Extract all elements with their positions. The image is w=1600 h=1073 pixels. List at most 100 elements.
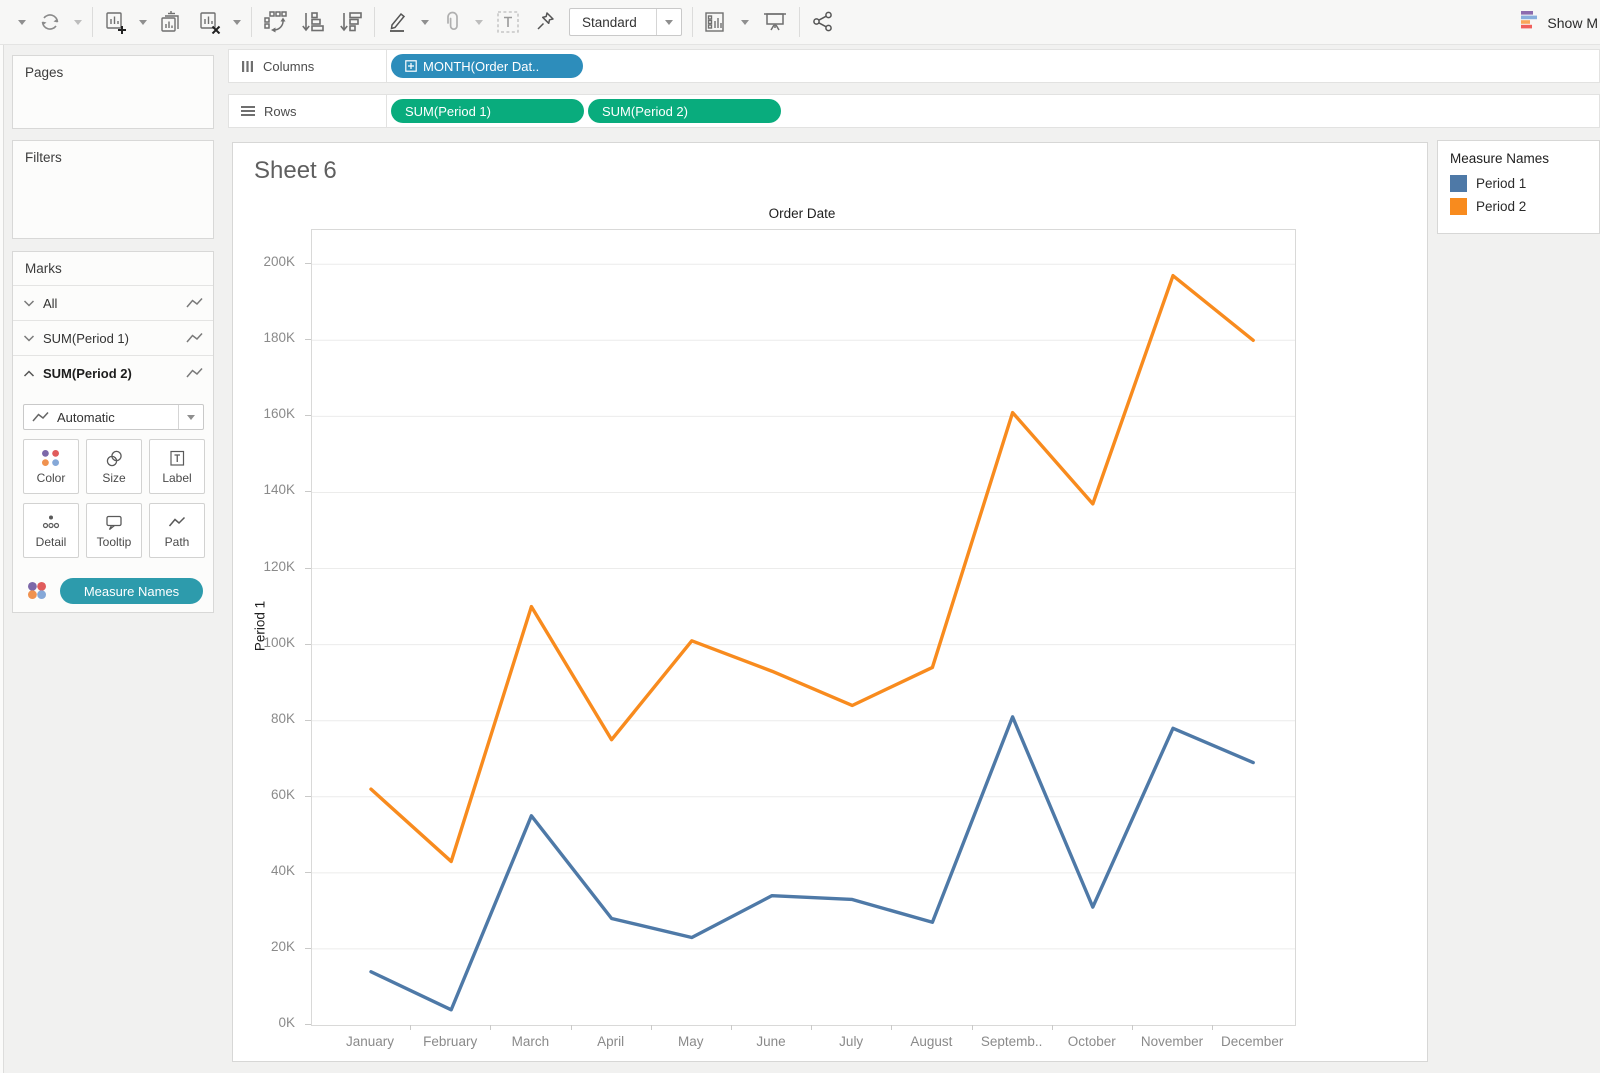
color-legend-icon [28, 582, 46, 599]
show-hide-cards-caret[interactable] [741, 19, 749, 25]
x-tick-label: November [1140, 1034, 1204, 1049]
x-tick-mark [490, 1025, 492, 1030]
marks-row-sum-period-1[interactable]: SUM(Period 1) [13, 320, 213, 355]
toolbar-separator [692, 7, 693, 37]
y-tick-label: 40K [270, 862, 295, 878]
period-2-swatch [1450, 198, 1467, 215]
redo-caret[interactable] [74, 19, 82, 25]
marks-row-sum-period-2[interactable]: SUM(Period 2) [13, 355, 213, 390]
columns-shelf-label: Columns [229, 50, 387, 82]
show-me-bar [1521, 15, 1538, 19]
y-tick-label: 20K [270, 938, 295, 954]
share-icon[interactable] [810, 9, 836, 35]
text-annotation-icon[interactable] [495, 9, 521, 35]
x-tick-mark [650, 1025, 652, 1030]
x-tick-label: March [511, 1034, 550, 1049]
chevron-down-icon[interactable] [23, 333, 35, 344]
mark-type-caret[interactable] [178, 405, 203, 429]
new-worksheet-icon[interactable] [103, 10, 127, 34]
show-hide-cards-icon[interactable] [703, 9, 729, 35]
legend-item-period-2[interactable]: Period 2 [1438, 195, 1599, 218]
rows-shelf-label: Rows [229, 95, 387, 127]
x-tick-label: December [1221, 1034, 1284, 1049]
undo-caret[interactable] [18, 19, 26, 25]
new-worksheet-caret[interactable] [139, 19, 147, 25]
attachment-caret[interactable] [475, 19, 483, 25]
x-tick-mark [1212, 1025, 1214, 1030]
highlight-icon[interactable] [385, 10, 409, 34]
show-me-label: Show M [1547, 14, 1598, 31]
clear-sheet-caret[interactable] [233, 19, 241, 25]
line-mark-icon [186, 332, 203, 343]
duplicate-sheet-icon[interactable] [159, 10, 185, 34]
redo-icon[interactable] [38, 10, 62, 34]
toolbar-separator [799, 7, 800, 37]
palette-dot [42, 449, 49, 457]
worksheet: Sheet 6 Order Date Period 1 0K 20K 40K 60K 8… [232, 142, 1428, 1062]
detail-button[interactable]: Detail [23, 503, 79, 558]
pill-sum-period-1[interactable]: SUM(Period 1) [391, 99, 584, 123]
fit-selector-value: Standard [582, 14, 637, 30]
line-mark-icon [32, 411, 49, 422]
x-tick-label: Septemb.. [980, 1034, 1043, 1049]
toolbar-separator [251, 7, 252, 37]
path-button[interactable]: Path [149, 503, 205, 558]
y-tick-label: 120K [263, 558, 295, 574]
palette-dot [42, 458, 49, 466]
mark-type-value: Automatic [57, 409, 115, 425]
sort-descending-icon[interactable] [338, 9, 364, 35]
marks-card: Marks All SUM(Period 1) SUM(Period 2) Au… [12, 251, 214, 613]
plot-pane[interactable] [311, 229, 1296, 1026]
pages-card[interactable]: Pages [12, 55, 214, 129]
line-chart[interactable] [312, 230, 1295, 1025]
highlight-caret[interactable] [421, 19, 429, 25]
series-line-period-2[interactable] [369, 273, 1255, 864]
x-tick-mark [891, 1025, 893, 1030]
series-line-period-1[interactable] [369, 715, 1255, 1012]
filters-card[interactable]: Filters [12, 140, 214, 239]
x-tick-label: April [597, 1034, 625, 1049]
show-me-bar [1521, 10, 1534, 15]
pin-icon[interactable] [533, 10, 557, 34]
chevron-up-icon[interactable] [23, 368, 35, 379]
show-me-button[interactable]: Show M [1521, 0, 1600, 45]
toolbar-separator [374, 7, 375, 37]
x-tick-mark [1051, 1025, 1053, 1030]
chart-title: Order Date [768, 206, 836, 221]
y-tick-mark [305, 947, 311, 949]
y-tick-mark [305, 643, 311, 645]
measure-names-legend-pill[interactable]: Measure Names [60, 578, 203, 604]
expand-plus-icon[interactable] [405, 60, 417, 72]
color-button[interactable]: Color [23, 439, 79, 494]
palette-dot [28, 590, 37, 599]
fit-selector-dropdown[interactable] [656, 9, 681, 35]
chevron-down-icon[interactable] [23, 298, 35, 309]
attachment-icon[interactable] [441, 10, 463, 34]
swap-rows-columns-icon[interactable] [262, 9, 288, 35]
detail-icon [42, 515, 60, 528]
sort-ascending-icon[interactable] [300, 9, 326, 35]
x-tick-label: July [839, 1034, 864, 1049]
marks-card-title: Marks [25, 261, 62, 276]
tooltip-icon [106, 515, 122, 530]
x-tick-label: February [423, 1034, 478, 1049]
y-tick-label: 200K [263, 254, 295, 270]
y-tick-mark [305, 1024, 311, 1025]
tooltip-button[interactable]: Tooltip [86, 503, 142, 558]
x-tick-mark [730, 1025, 732, 1030]
pill-sum-period-2[interactable]: SUM(Period 2) [588, 99, 781, 123]
fit-selector[interactable]: Standard [569, 8, 682, 36]
palette-dot [52, 458, 59, 466]
label-button[interactable]: Label [149, 439, 205, 494]
presentation-mode-icon[interactable] [761, 9, 789, 35]
clear-sheet-icon[interactable] [197, 10, 221, 34]
legend-item-period-1[interactable]: Period 1 [1438, 172, 1599, 195]
sheet-title: Sheet 6 [254, 157, 337, 184]
mark-type-dropdown[interactable]: Automatic [23, 404, 204, 430]
marks-row-all[interactable]: All [13, 285, 213, 320]
pill-month-order-date[interactable]: MONTH(Order Dat.. [391, 54, 583, 78]
rows-icon [241, 106, 255, 116]
size-button[interactable]: Size [86, 439, 142, 494]
palette-dot [52, 449, 59, 457]
show-me-icon [1521, 10, 1540, 35]
